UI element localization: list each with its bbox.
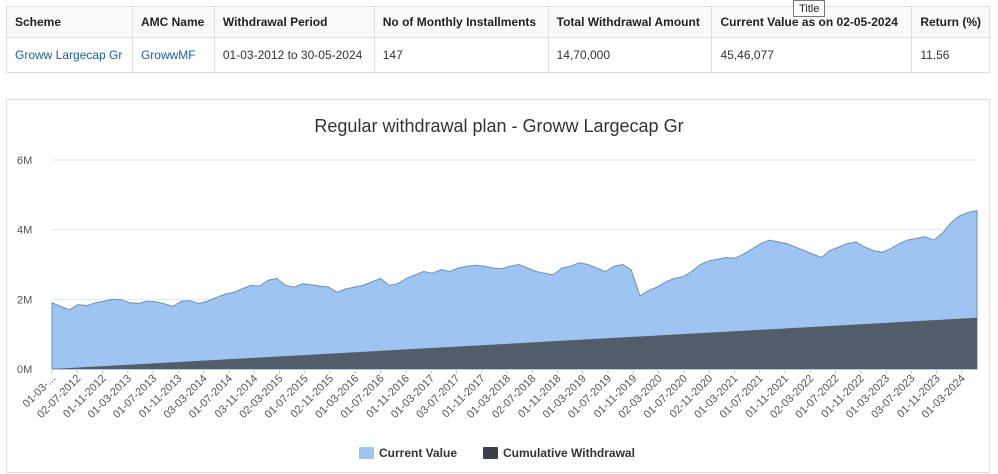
title-tooltip: Title [793,0,826,17]
legend-label: Cumulative Withdrawal [503,446,635,460]
legend-swatch [483,447,498,459]
series-area-current-value [51,209,978,370]
y-tick-label: 6M [17,155,32,167]
header-amc-name: AMC Name [131,6,215,38]
current-value-cell: 45,46,077 [711,37,913,73]
header-withdrawal-period: Withdrawal Period [213,6,375,38]
header-installments: No of Monthly Installments [373,6,549,38]
y-tick-label: 4M [17,225,32,237]
installments-cell: 147 [373,37,549,73]
series-area-cumulative-withdrawal [52,317,977,369]
header-scheme: Scheme [6,6,133,38]
chart-container: Regular withdrawal plan - Groww Largecap… [6,99,990,473]
legend-swatch [359,447,374,459]
table-row: Groww Largecap Gr GrowwMF 01-03-2012 to … [6,37,990,73]
total-withdrawal-cell: 14,70,000 [547,37,713,73]
amc-link[interactable]: GrowwMF [131,37,215,73]
table-header-row: Scheme AMC Name Withdrawal Period No of … [6,6,990,38]
withdrawal-period-cell: 01-03-2012 to 30-05-2024 [213,37,375,73]
return-cell: 11.56 [911,37,990,73]
summary-table: Scheme AMC Name Withdrawal Period No of … [6,6,990,73]
header-total-withdrawal: Total Withdrawal Amount [547,6,713,38]
scheme-link[interactable]: Groww Largecap Gr [6,37,133,73]
y-tick-label: 0M [17,364,32,376]
y-tick-label: 2M [17,294,32,306]
withdrawal-chart: Regular withdrawal plan - Groww Largecap… [17,116,978,460]
legend-label: Current Value [379,446,457,460]
legend-cumulative-withdrawal[interactable]: Cumulative Withdrawal [483,446,635,460]
legend-current-value[interactable]: Current Value [359,446,457,460]
header-return: Return (%) [911,6,990,38]
chart-title: Regular withdrawal plan - Groww Largecap… [314,116,683,136]
